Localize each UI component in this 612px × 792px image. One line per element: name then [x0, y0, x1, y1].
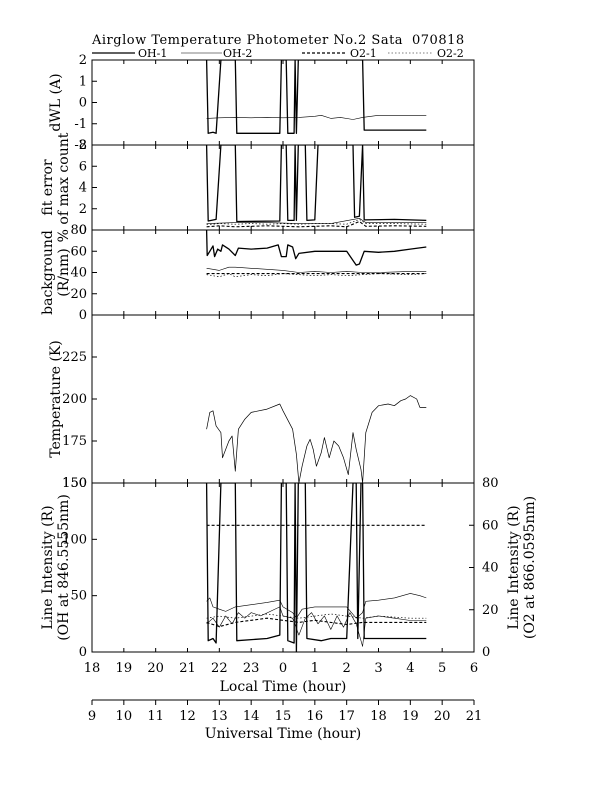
series-o2-1-fit — [206, 220, 427, 228]
legend-label-oh2: OH-2 — [223, 47, 252, 60]
y-tick-label-bg: 20 — [70, 287, 87, 302]
x-tick-label-local: 6 — [470, 661, 478, 676]
series-oh-2b-intensity — [206, 606, 427, 647]
y-tick-label-temp: 200 — [62, 392, 87, 407]
x-tick-label-local: 18 — [84, 661, 101, 676]
x-tick-label-universal: 9 — [88, 709, 96, 724]
x-tick-label-universal: 21 — [466, 709, 483, 724]
y-axis-title-intensity: Line Intensity (R) — [40, 505, 56, 629]
panel-frame-dwl — [91, 59, 475, 146]
x-axis-title-local: Local Time (hour) — [220, 679, 347, 695]
y-axis-title-temp: Temperature (K) — [48, 340, 64, 458]
legend: OH-1 OH-2 O2-1 O2-2 — [92, 47, 464, 60]
y-right-tick-label-intensity: 80 — [482, 476, 499, 491]
y-tick-label-fit: 4 — [79, 181, 87, 196]
x-tick-label-local: 3 — [374, 661, 382, 676]
y-tick-label-bg: 60 — [70, 244, 87, 259]
y-axis-title-bg: background — [40, 230, 56, 315]
legend-label-o22: O2-2 — [437, 47, 464, 60]
date-code: 070818 — [412, 33, 465, 48]
x-tick-label-universal: 10 — [116, 709, 133, 724]
panel-fit: 8 6 4 2 0 fit error% of max count — [40, 132, 475, 242]
series-oh-2-bg — [206, 266, 427, 273]
x-tick-label-universal: 15 — [275, 709, 292, 724]
y-tick-label-dwl: 2 — [79, 53, 87, 68]
x-tick-label-universal: 14 — [243, 709, 260, 724]
y-tick-label-intensity: 100 — [62, 532, 87, 547]
x-tick-label-universal: 18 — [370, 709, 387, 724]
series-oh-1-fit — [205, 145, 427, 223]
series-oh-2-intensity — [206, 593, 427, 619]
x-tick-label-local: 22 — [211, 661, 228, 676]
y-tick-label-dwl: 1 — [79, 74, 87, 89]
x-tick-label-universal: 20 — [434, 709, 451, 724]
y-tick-label-bg: 40 — [70, 266, 87, 281]
y-tick-label-fit: 6 — [79, 159, 87, 174]
panel-frame-bg — [91, 229, 475, 316]
panel-frame-intensity — [91, 482, 475, 653]
series-temperature-temp — [206, 395, 427, 483]
series-o2-2-intensity — [206, 613, 427, 619]
series-o2-1b-intensity — [206, 617, 427, 628]
series-oh-1-intensity — [205, 483, 427, 652]
x-tick-label-universal: 12 — [179, 709, 196, 724]
y-right-tick-label-intensity: 0 — [482, 645, 490, 660]
x-tick-label-local: 20 — [147, 661, 164, 676]
y-tick-label-dwl: -2 — [74, 138, 87, 153]
x-tick-label-local: 0 — [279, 661, 287, 676]
chart-title: Airglow Temperature Photometer No.2 Sata — [91, 33, 403, 48]
x-axis-title-universal: Universal Time (hour) — [205, 726, 362, 742]
y-axis-title-dwl: dWL (A) — [48, 73, 64, 131]
x-tick-label-universal: 11 — [147, 709, 164, 724]
y-axis-title-bg: (R/nm) — [56, 248, 72, 296]
x-tick-label-local: 2 — [343, 661, 351, 676]
y-tick-label-intensity: 50 — [70, 589, 87, 604]
y-right-axis-title-intensity: Line Intensity (R) — [506, 505, 522, 629]
legend-label-oh1: OH-1 — [138, 47, 167, 60]
y-tick-label-fit: 2 — [79, 202, 87, 217]
x-tick-label-universal: 13 — [211, 709, 228, 724]
series-oh-2-dwl — [206, 115, 427, 120]
x-tick-label-local: 4 — [406, 661, 414, 676]
y-right-tick-label-intensity: 60 — [482, 518, 499, 533]
y-axis-title-fit: fit error — [40, 159, 56, 216]
panel-dwl: 2 1 0 -1 -2 dWL (A) — [48, 53, 475, 153]
x-tick-label-universal: 16 — [307, 709, 324, 724]
y-tick-label-temp: 175 — [62, 434, 87, 449]
x-tick-label-local: 21 — [179, 661, 196, 676]
x-tick-label-universal: 19 — [402, 709, 419, 724]
panel-frame-fit — [91, 144, 475, 231]
y-tick-label-bg: 80 — [70, 223, 87, 238]
series-oh-2-fit — [206, 218, 427, 224]
y-right-axis-title-intensity: (O2 at 866.0595nm) — [522, 496, 538, 639]
series-oh-1-bg — [205, 230, 427, 266]
x-tick-label-local: 5 — [438, 661, 446, 676]
y-tick-label-intensity: 150 — [62, 476, 87, 491]
y-tick-label-fit: 8 — [79, 138, 87, 153]
y-axis-title-fit: % of max count — [56, 132, 72, 242]
series-o2-2-bg — [206, 273, 427, 278]
legend-label-o21: O2-1 — [350, 47, 377, 60]
x-tick-label-universal: 17 — [338, 709, 355, 724]
series-oh-1-dwl — [205, 60, 427, 134]
y-right-tick-label-intensity: 20 — [482, 603, 499, 618]
panel-temp: 225 200 175 150 Temperature (K) — [48, 314, 475, 491]
x-tick-label-local: 19 — [116, 661, 133, 676]
x-tick-label-local: 23 — [243, 661, 260, 676]
panel-bg: 80 60 40 20 0 background (R/nm) — [40, 223, 475, 323]
y-axis-title-intensity: (OH at 846.5555nm) — [56, 494, 72, 641]
y-tick-label-dwl: 0 — [79, 96, 87, 111]
y-right-tick-label-intensity: 40 — [482, 561, 499, 576]
y-tick-label-temp: 225 — [62, 350, 87, 365]
x-tick-label-local: 1 — [311, 661, 319, 676]
y-tick-label-temp: 150 — [62, 476, 87, 491]
y-tick-label-bg: 0 — [79, 308, 87, 323]
y-tick-label-dwl: -1 — [74, 117, 87, 132]
y-tick-label-fit: 0 — [79, 223, 87, 238]
y-tick-label-intensity: 0 — [79, 645, 87, 660]
